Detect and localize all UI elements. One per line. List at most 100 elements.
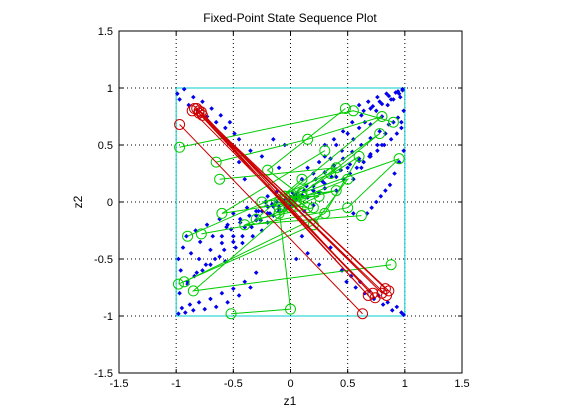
state-point xyxy=(367,154,372,159)
green-trajectory-line xyxy=(178,178,350,285)
state-point xyxy=(219,233,225,239)
state-point xyxy=(383,188,388,193)
green-trajectory-marker xyxy=(325,168,337,179)
state-point xyxy=(203,262,209,267)
state-point xyxy=(376,293,381,298)
state-point xyxy=(370,103,376,109)
state-point xyxy=(401,108,406,114)
state-point xyxy=(240,233,245,239)
green-trajectory-marker xyxy=(172,278,184,290)
red-trajectory-marker xyxy=(379,283,391,295)
state-point xyxy=(345,131,350,136)
state-point xyxy=(242,176,248,182)
state-point xyxy=(259,208,265,214)
state-point xyxy=(219,290,225,296)
state-point xyxy=(219,240,225,246)
state-point xyxy=(381,142,387,148)
state-point xyxy=(388,97,394,102)
green-trajectory-marker xyxy=(385,259,397,271)
state-point xyxy=(244,205,250,210)
state-point xyxy=(344,279,349,285)
state-point xyxy=(384,91,389,96)
green-trajectory-line xyxy=(183,155,360,283)
state-point xyxy=(271,137,276,142)
state-point xyxy=(316,159,322,165)
state-point xyxy=(249,224,254,230)
state-point xyxy=(377,99,382,104)
state-point xyxy=(236,293,242,298)
y-tick-label: 0 xyxy=(107,197,113,209)
state-point xyxy=(399,310,404,315)
x-tick-label: -1 xyxy=(171,378,181,390)
state-point xyxy=(208,262,213,267)
state-point xyxy=(361,159,366,165)
green-trajectory-marker xyxy=(342,202,354,214)
green-trajectory-line xyxy=(191,201,392,292)
state-point xyxy=(231,233,236,239)
green-trajectory-marker xyxy=(256,196,268,208)
state-point xyxy=(356,102,362,108)
green-trajectory-marker xyxy=(296,173,308,185)
state-point xyxy=(186,102,192,108)
green-trajectory-marker xyxy=(339,103,351,115)
state-point xyxy=(237,216,243,222)
state-point xyxy=(373,199,379,205)
state-point xyxy=(349,149,355,155)
state-point xyxy=(340,129,346,134)
green-trajectory-marker xyxy=(376,111,388,122)
state-point xyxy=(225,300,230,305)
state-point xyxy=(180,245,186,250)
state-point xyxy=(394,131,400,136)
state-point xyxy=(305,165,310,171)
state-point xyxy=(351,211,356,216)
red-trajectory-line xyxy=(191,110,374,294)
state-point xyxy=(210,233,216,239)
red-trajectory-marker xyxy=(383,285,395,297)
green-trajectory-marker xyxy=(225,308,237,320)
green-trajectory-marker xyxy=(216,207,228,219)
green-trajectory-marker xyxy=(195,228,207,240)
red-trajectory-marker xyxy=(357,308,369,320)
boundary-box xyxy=(175,87,406,317)
green-trajectory-marker xyxy=(313,190,325,202)
green-trajectory-marker xyxy=(273,207,285,219)
state-point xyxy=(179,305,185,311)
state-point xyxy=(191,94,196,100)
red-trajectory-line xyxy=(202,114,390,292)
state-point xyxy=(208,296,213,302)
green-trajectory-line xyxy=(278,195,320,214)
state-point xyxy=(231,286,236,291)
state-point xyxy=(347,162,353,167)
state-point xyxy=(259,154,265,159)
state-point xyxy=(375,148,380,153)
state-point xyxy=(333,174,339,180)
state-point xyxy=(380,302,386,307)
trajectories xyxy=(172,103,405,320)
state-point xyxy=(299,176,305,182)
green-trajectory-marker xyxy=(374,128,386,140)
green-trajectory-marker xyxy=(174,141,186,153)
state-point xyxy=(354,165,360,171)
state-point xyxy=(359,113,364,118)
state-point xyxy=(197,239,203,245)
state-point xyxy=(253,270,259,275)
green-trajectory-marker xyxy=(210,156,222,168)
state-point xyxy=(329,174,334,180)
x-tick-label: 0.5 xyxy=(340,378,355,390)
green-trajectory-line xyxy=(244,207,362,226)
state-point xyxy=(351,176,356,182)
state-point xyxy=(375,142,380,148)
chart-title: Fixed-Point State Sequence Plot xyxy=(203,11,377,25)
state-point xyxy=(340,156,346,161)
green-trajectory-line xyxy=(231,207,292,315)
green-trajectory-marker xyxy=(342,173,354,185)
state-point xyxy=(401,312,406,318)
green-trajectory-marker xyxy=(393,153,405,165)
state-point xyxy=(202,306,208,312)
state-point xyxy=(192,273,197,279)
red-trajectory-marker xyxy=(196,109,208,121)
state-point xyxy=(256,208,261,214)
state-point xyxy=(213,304,219,310)
state-point xyxy=(293,256,299,262)
state-point xyxy=(232,131,237,136)
